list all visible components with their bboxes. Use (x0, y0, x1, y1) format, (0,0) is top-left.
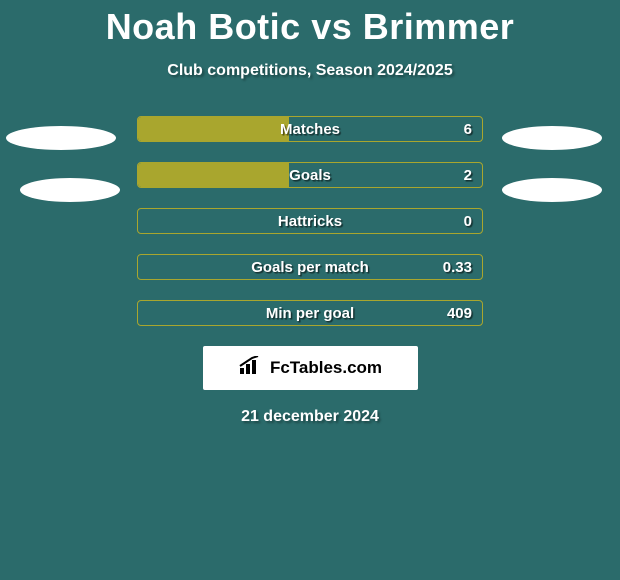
stat-right-value: 6 (464, 117, 472, 142)
page-title: Noah Botic vs Brimmer (0, 0, 620, 48)
stat-label: Goals per match (138, 255, 482, 280)
subtitle: Club competitions, Season 2024/2025 (0, 48, 620, 80)
stat-right-value: 0 (464, 209, 472, 234)
stat-label: Min per goal (138, 301, 482, 326)
stats-bars: Matches 6 Goals 2 Hattricks 0 Goals per … (137, 116, 483, 326)
placeholder-ellipse-right-2 (502, 178, 602, 202)
comparison-widget: Noah Botic vs Brimmer Club competitions,… (0, 0, 620, 580)
stat-label: Matches (138, 117, 482, 142)
placeholder-ellipse-left-1 (6, 126, 116, 150)
stat-row-min-per-goal: Min per goal 409 (137, 300, 483, 326)
stat-row-matches: Matches 6 (137, 116, 483, 142)
brand-badge[interactable]: FcTables.com (203, 346, 418, 390)
generated-date: 21 december 2024 (0, 408, 620, 426)
stat-row-goals-per-match: Goals per match 0.33 (137, 254, 483, 280)
stat-label: Hattricks (138, 209, 482, 234)
stat-right-value: 0.33 (443, 255, 472, 280)
placeholder-ellipse-right-1 (502, 126, 602, 150)
placeholder-ellipse-left-2 (20, 178, 120, 202)
chart-bar-icon (238, 356, 264, 381)
stat-row-goals: Goals 2 (137, 162, 483, 188)
stat-right-value: 409 (447, 301, 472, 326)
stat-row-hattricks: Hattricks 0 (137, 208, 483, 234)
brand-text: FcTables.com (270, 358, 382, 378)
stat-right-value: 2 (464, 163, 472, 188)
stat-label: Goals (138, 163, 482, 188)
